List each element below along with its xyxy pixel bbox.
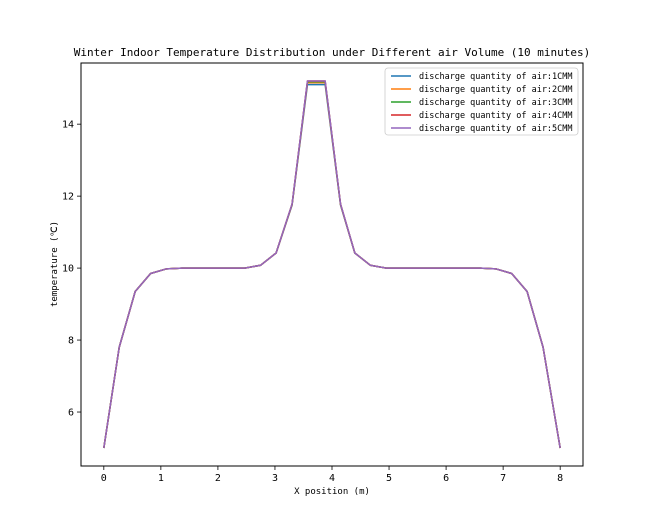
legend-label-3: discharge quantity of air:3CMM — [419, 98, 573, 108]
x-tick-label: 5 — [386, 473, 392, 484]
series-line-5 — [103, 80, 561, 449]
y-tick-label: 14 — [62, 120, 74, 131]
legend: discharge quantity of air:1CMM discharge … — [384, 67, 579, 136]
x-axis-ticks: 0 1 2 3 4 5 6 7 8 — [101, 466, 563, 484]
series-lines — [103, 80, 561, 449]
y-tick-label: 12 — [62, 192, 74, 203]
legend-label-1: discharge quantity of air:1CMM — [419, 72, 573, 82]
y-axis-ticks: 6 8 10 12 14 — [62, 120, 81, 419]
x-tick-label: 3 — [272, 473, 278, 484]
x-tick-label: 7 — [500, 473, 506, 484]
legend-label-4: discharge quantity of air:4CMM — [419, 111, 573, 121]
x-tick-label: 2 — [215, 473, 221, 484]
y-tick-label: 6 — [68, 408, 74, 419]
x-tick-label: 0 — [101, 473, 107, 484]
legend-box — [384, 67, 579, 136]
y-tick-label: 10 — [62, 264, 74, 275]
y-tick-label: 8 — [68, 336, 74, 347]
x-tick-label: 8 — [557, 473, 563, 484]
x-tick-label: 4 — [329, 473, 335, 484]
chart-title: Winter Indoor Temperature Distribution u… — [74, 46, 591, 59]
x-tick-label: 6 — [443, 473, 449, 484]
x-tick-label: 1 — [158, 473, 164, 484]
x-axis-label: X position (m) — [294, 487, 370, 497]
legend-label-2: discharge quantity of air:2CMM — [419, 85, 573, 95]
legend-items: discharge quantity of air:1CMM discharge … — [391, 72, 573, 134]
legend-label-5: discharge quantity of air:5CMM — [419, 124, 573, 134]
y-axis-label: temperature (℃) — [50, 221, 60, 307]
